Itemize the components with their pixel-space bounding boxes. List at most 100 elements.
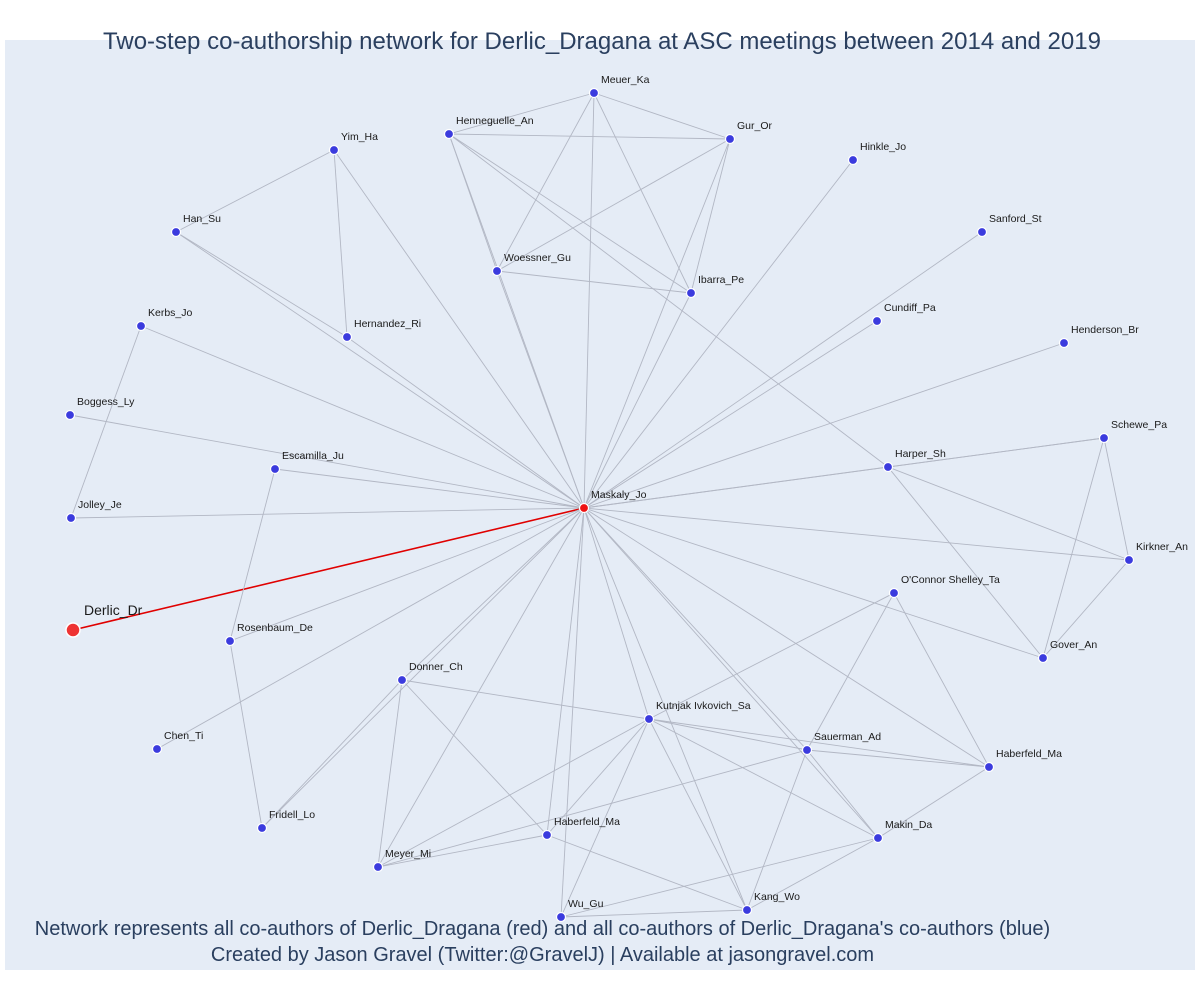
node-jolley-je[interactable] (65, 512, 77, 524)
edge-maskaly-jo-haberfeld-ma-w (546, 507, 585, 836)
node-label-harper-sh: Harper_Sh (895, 448, 946, 460)
node-gover-an[interactable] (1037, 652, 1049, 664)
edge-kutnjak-ivkovich-sa-kang-wo (648, 718, 748, 911)
edge-maskaly-jo-donner-ch (401, 507, 585, 681)
node-layer (64, 87, 1135, 923)
edge-maskaly-jo-meyer-mi (377, 507, 585, 868)
node-sanford-st[interactable] (976, 226, 988, 238)
edge-donner-ch-kutnjak-ivkovich-sa (401, 679, 650, 720)
edge-donner-ch-meyer-mi (377, 679, 403, 868)
edge-maskaly-jo-meuer-ka (583, 92, 595, 509)
edge-o-connor-shelley-ta-haberfeld-ma-e (893, 592, 990, 768)
node-cundiff-pa[interactable] (871, 315, 883, 327)
node-kerbs-jo[interactable] (135, 320, 147, 332)
node-kutnjak-ivkovich-sa[interactable] (643, 713, 655, 725)
node-yim-ha[interactable] (328, 144, 340, 156)
node-kang-wo[interactable] (741, 904, 753, 916)
node-label-donner-ch: Donner_Ch (409, 661, 463, 673)
node-meyer-mi[interactable] (372, 861, 384, 873)
node-chen-ti[interactable] (151, 743, 163, 755)
node-label-henneguelle-an: Henneguelle_An (456, 115, 534, 127)
edge-sauerman-ad-makin-da (806, 749, 879, 839)
node-label-cundiff-pa: Cundiff_Pa (884, 302, 936, 314)
edge-yim-ha-han-su (175, 149, 335, 233)
edge-maskaly-jo-kirkner-an (583, 507, 1130, 561)
edge-han-su-hernandez-ri (175, 231, 348, 338)
node-henderson-br[interactable] (1058, 337, 1070, 349)
node-o-connor-shelley-ta[interactable] (888, 587, 900, 599)
edge-maskaly-jo-escamilla-ju (274, 468, 585, 509)
node-label-escamilla-ju: Escamilla_Ju (282, 450, 344, 462)
edge-haberfeld-ma-w-kang-wo (546, 834, 748, 911)
node-label-kirkner-an: Kirkner_An (1136, 541, 1188, 553)
node-makin-da[interactable] (872, 832, 884, 844)
label-layer: Derlic_Dr Maskaly_Jo Meuer_Ka Henneguelle_A… (77, 74, 1188, 910)
node-sauerman-ad[interactable] (801, 744, 813, 756)
node-label-henderson-br: Henderson_Br (1071, 324, 1139, 336)
footer-note: Network represents all co-authors of Der… (34, 918, 1051, 940)
node-hernandez-ri[interactable] (341, 331, 353, 343)
node-gur-or[interactable] (724, 133, 736, 145)
edge-rosenbaum-de-fridell-lo (229, 640, 263, 829)
node-derlic-dr[interactable] (65, 622, 81, 638)
edge-maskaly-jo-hernandez-ri (346, 336, 585, 509)
edge-maskaly-jo-gur-or (583, 138, 731, 509)
node-maskaly-jo[interactable] (578, 502, 590, 514)
edge-harper-sh-gover-an (887, 466, 1044, 659)
edge-maskaly-jo-hinkle-jo (583, 159, 854, 509)
edge-yim-ha-hernandez-ri (333, 149, 348, 338)
node-fridell-lo[interactable] (256, 822, 268, 834)
node-haberfeld-ma-w[interactable] (541, 829, 553, 841)
node-haberfeld-ma-e[interactable] (983, 761, 995, 773)
node-schewe-pa[interactable] (1098, 432, 1110, 444)
node-label-wu-gu: Wu_Gu (568, 898, 604, 910)
node-label-hernandez-ri: Hernandez_Ri (354, 318, 421, 330)
node-donner-ch[interactable] (396, 674, 408, 686)
edge-haberfeld-ma-e-makin-da (877, 766, 990, 839)
node-label-boggess-ly: Boggess_Ly (77, 396, 135, 408)
edge-maskaly-jo-boggess-ly (69, 414, 585, 509)
node-label-schewe-pa: Schewe_Pa (1111, 419, 1167, 431)
node-henneguelle-an[interactable] (443, 128, 455, 140)
edge-henneguelle-an-ibarra-pe (448, 133, 692, 294)
node-label-makin-da: Makin_Da (885, 819, 932, 831)
node-label-yim-ha: Yim_Ha (341, 131, 378, 143)
edge-maskaly-jo-ibarra-pe (583, 292, 692, 509)
edge-makin-da-kang-wo (746, 837, 879, 911)
edge-maskaly-jo-han-su (175, 231, 585, 509)
edge-derlic-dr-maskaly-jo (72, 507, 585, 631)
edge-meuer-ka-ibarra-pe (593, 92, 692, 294)
edge-gur-or-ibarra-pe (690, 138, 731, 294)
edge-henneguelle-an-woessner-gu (448, 133, 498, 272)
edge-kerbs-jo-jolley-je (70, 325, 142, 519)
node-hinkle-jo[interactable] (847, 154, 859, 166)
node-label-jolley-je: Jolley_Je (78, 499, 122, 511)
edge-kirkner-an-gover-an (1042, 559, 1130, 659)
node-boggess-ly[interactable] (64, 409, 76, 421)
node-label-haberfeld-ma-e: Haberfeld_Ma (996, 748, 1062, 760)
node-wu-gu[interactable] (555, 911, 567, 923)
edge-maskaly-jo-haberfeld-ma-e (583, 507, 990, 768)
node-ibarra-pe[interactable] (685, 287, 697, 299)
edge-harper-sh-schewe-pa (887, 437, 1105, 468)
edge-maskaly-jo-henderson-br (583, 342, 1065, 509)
node-meuer-ka[interactable] (588, 87, 600, 99)
edge-maskaly-jo-harper-sh (583, 466, 889, 509)
node-escamilla-ju[interactable] (269, 463, 281, 475)
node-harper-sh[interactable] (882, 461, 894, 473)
edge-donner-ch-haberfeld-ma-w (401, 679, 548, 836)
edge-kutnjak-ivkovich-sa-wu-gu (560, 718, 650, 918)
plot-background (5, 40, 1195, 970)
edge-maskaly-jo-jolley-je (70, 507, 585, 519)
node-han-su[interactable] (170, 226, 182, 238)
edge-kutnjak-ivkovich-sa-haberfeld-ma-e (648, 718, 990, 768)
edge-maskaly-jo-chen-ti (156, 507, 585, 750)
edge-maskaly-jo-yim-ha (333, 149, 585, 509)
node-label-chen-ti: Chen_Ti (164, 730, 203, 742)
edge-meuer-ka-woessner-gu (496, 92, 595, 272)
node-rosenbaum-de[interactable] (224, 635, 236, 647)
node-kirkner-an[interactable] (1123, 554, 1135, 566)
node-label-ibarra-pe: Ibarra_Pe (698, 274, 744, 286)
node-woessner-gu[interactable] (491, 265, 503, 277)
